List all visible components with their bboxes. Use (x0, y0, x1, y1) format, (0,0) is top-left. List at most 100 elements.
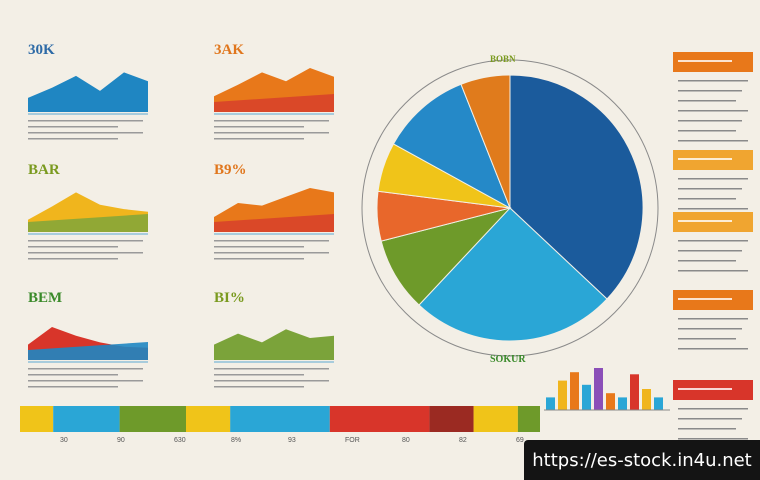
panel-title: B9% (214, 162, 247, 178)
pie-slice-2 (418, 207, 608, 342)
bottom-tick-label: 82 (459, 437, 467, 444)
info-text-line (678, 130, 736, 132)
info-text-line (678, 428, 736, 430)
panel-title: BAR (28, 162, 60, 178)
text-line (28, 126, 118, 128)
panel-title: BEM (28, 290, 62, 306)
text-line (28, 120, 143, 122)
text-line (214, 126, 304, 128)
text-line (28, 252, 143, 254)
stacked-segment-2 (53, 406, 120, 432)
info-header-text (678, 388, 732, 390)
area-base-band (214, 94, 334, 112)
mini-bar-10 (654, 397, 663, 410)
pie-outer-ring (361, 59, 659, 357)
text-line (28, 240, 143, 242)
info-text-line (678, 318, 748, 320)
bottom-tick-label: 90 (117, 437, 125, 444)
stacked-segment-4 (186, 406, 231, 432)
info-text-line (678, 198, 736, 200)
info-text-line (678, 120, 742, 122)
bottom-tick-label: 93 (288, 437, 296, 444)
area-panel-6: BI% (214, 290, 334, 388)
info-text-line (678, 90, 742, 92)
info-header-text (678, 158, 732, 160)
mini-bar-chart (544, 368, 670, 411)
area-base-band (28, 342, 148, 360)
info-text-line (678, 328, 742, 330)
watermark-url: https://es-stock.in4u.net (524, 440, 760, 480)
text-line (214, 240, 329, 242)
panel-title: 3AK (214, 42, 244, 58)
pie-slice-1 (509, 74, 644, 300)
bottom-tick-label: 630 (174, 437, 186, 444)
area-panel-4: B9% (214, 162, 334, 260)
info-text-line (678, 208, 748, 210)
info-text-line (678, 418, 742, 420)
stacked-segment-5 (230, 406, 330, 432)
pie-slice-6 (392, 83, 511, 210)
text-line (214, 120, 329, 122)
mini-bar-5 (594, 368, 603, 410)
text-line (214, 252, 329, 254)
bottom-tick-label: 8% (231, 437, 241, 444)
text-line (28, 380, 143, 382)
area-panel-1: 30K (28, 42, 148, 140)
bottom-stacked-bar: 30 90 630 8% 93 FOR 80 82 69 (20, 406, 540, 444)
info-text-line (678, 438, 748, 440)
info-text-line (678, 240, 748, 242)
text-line (28, 138, 118, 140)
info-text-line (678, 260, 736, 262)
bottom-tick-label: 80 (402, 437, 410, 444)
text-line (28, 374, 118, 376)
area-base-band (28, 214, 148, 232)
stacked-segment-3 (119, 406, 186, 432)
info-text-line (678, 408, 748, 410)
area-chart-panels: 30K 3AK BAR B9% BEM BI% (28, 42, 334, 388)
mini-bar-4 (582, 384, 591, 410)
area-panel-5: BEM (28, 290, 148, 388)
pie-chart: BOBN SOKUR (361, 54, 659, 365)
stacked-segment-9 (517, 406, 540, 432)
info-text-line (678, 348, 748, 350)
panel-title: 30K (28, 42, 55, 58)
stacked-segment-6 (329, 406, 430, 432)
text-line (214, 138, 304, 140)
mini-bar-6 (606, 393, 615, 410)
text-line (28, 246, 118, 248)
text-line (214, 132, 329, 134)
area-base-band (214, 214, 334, 232)
info-header-text (678, 298, 732, 300)
area-panel-2: 3AK (214, 42, 334, 140)
right-info-column (673, 52, 753, 440)
bottom-tick-label: 69 (516, 437, 524, 444)
info-text-line (678, 270, 748, 272)
stacked-segment-8 (473, 406, 518, 432)
info-text-line (678, 250, 742, 252)
text-line (214, 368, 329, 370)
text-line (214, 374, 304, 376)
info-text-line (678, 178, 748, 180)
text-line (28, 132, 143, 134)
info-text-line (678, 188, 742, 190)
area-panel-3: BAR (28, 162, 148, 260)
bottom-tick-label: 30 (60, 437, 68, 444)
area-series (214, 329, 334, 360)
text-line (28, 386, 118, 388)
area-series (28, 72, 148, 112)
info-text-line (678, 80, 748, 82)
info-text-line (678, 338, 736, 340)
pie-top-label: BOBN (490, 54, 516, 64)
mini-bar-7 (618, 397, 627, 410)
stacked-segment-7 (429, 406, 474, 432)
stacked-segment-1 (20, 406, 54, 432)
text-line (28, 258, 118, 260)
bottom-tick-label: FOR (345, 437, 360, 444)
text-line (214, 258, 304, 260)
info-text-line (678, 100, 736, 102)
text-line (214, 380, 329, 382)
panel-title: BI% (214, 290, 245, 306)
text-line (214, 246, 304, 248)
info-text-line (678, 110, 748, 112)
